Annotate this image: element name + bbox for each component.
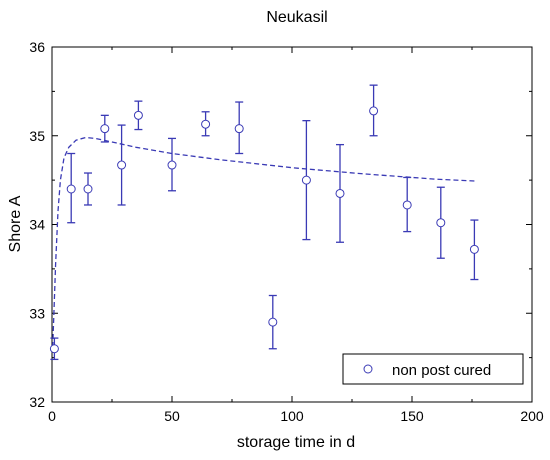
data-point — [49, 344, 59, 354]
legend: non post cured — [342, 353, 524, 385]
data-point — [268, 317, 278, 327]
x-tick-label: 50 — [164, 408, 180, 424]
plot-frame — [51, 46, 533, 403]
data-point — [469, 244, 479, 254]
legend-box — [342, 353, 524, 385]
legend-label: non post cured — [392, 362, 491, 379]
legend-marker — [363, 364, 373, 374]
x-tick-label: 150 — [400, 408, 424, 424]
axis-ticks: 0 50 100 150 200 32 33 34 35 36 — [29, 39, 543, 424]
data-point — [201, 119, 211, 129]
data-points — [49, 84, 479, 361]
y-tick-label: 33 — [29, 305, 45, 321]
data-point — [402, 200, 412, 210]
y-tick-label: 32 — [29, 394, 45, 410]
y-axis-label: Shore A — [7, 195, 24, 252]
y-tick-label: 34 — [29, 217, 45, 233]
data-point — [369, 106, 379, 116]
y-tick-label: 35 — [29, 128, 45, 144]
x-axis-label: storage time in d — [237, 434, 355, 451]
data-point — [335, 188, 345, 198]
data-point — [133, 110, 143, 120]
chart-title: Neukasil — [266, 9, 327, 26]
data-point — [100, 124, 110, 134]
fit-curve — [52, 136, 475, 348]
data-point — [301, 175, 311, 185]
data-point — [83, 184, 93, 194]
plot-area — [51, 46, 533, 403]
data-point — [436, 218, 446, 228]
y-tick-label: 36 — [29, 39, 45, 55]
data-point — [167, 160, 177, 170]
x-tick-label: 100 — [280, 408, 304, 424]
x-tick-label: 0 — [48, 408, 56, 424]
data-point — [234, 124, 244, 134]
data-point — [117, 160, 127, 170]
x-tick-label: 200 — [520, 408, 544, 424]
fit-curve-group — [52, 136, 475, 348]
data-point — [66, 184, 76, 194]
